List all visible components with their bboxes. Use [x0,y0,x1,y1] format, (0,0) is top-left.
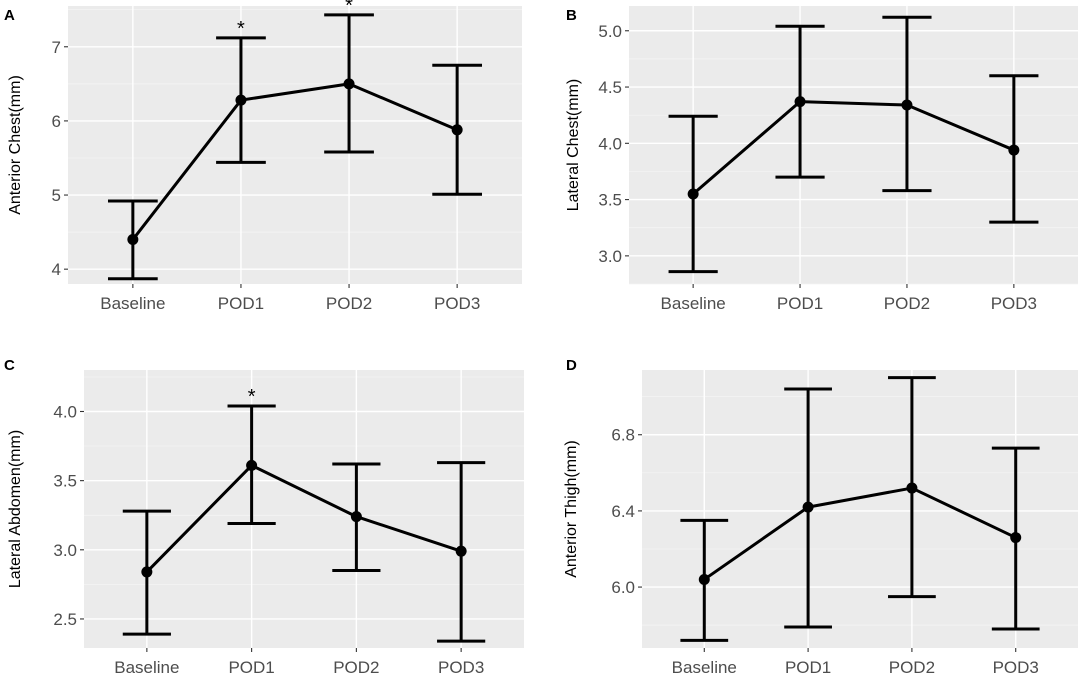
panel-c-data-point [246,459,258,471]
panel-d-x-tick-label: POD2 [889,658,935,677]
panel-a-data-point [127,234,139,246]
panel-c-data-point [455,545,467,557]
panel-d-tag: D [566,357,577,374]
panel-b-x-tick-label: POD1 [777,294,823,313]
panel-d-data-point [906,482,918,494]
panel-a-y-tick-label: 7 [52,38,61,57]
panel-a-series-line [131,82,458,241]
panel-a-data-point [343,78,355,90]
panel-a-x-tick-label: POD1 [218,294,264,313]
panel-a-y-axis-title: Anterior Chest(mm) [7,75,24,215]
panel-a-tag: A [4,7,15,24]
panel-d-data-point [802,501,814,513]
panel-b-y-tick-label: 5.0 [598,22,622,41]
panel-a-background [68,6,522,284]
panel-b-y-tick-label: 4.0 [598,134,622,153]
panel-c-x-tick-label: POD2 [333,658,379,677]
panel-c-x-tick-label: POD1 [228,658,274,677]
panel-a-x-tick-label: Baseline [100,294,165,313]
panel-b-tag: B [566,7,577,24]
panel-b-y-tick-label: 3.5 [598,191,622,210]
panel-a-y-tick-label: 6 [52,112,61,131]
panel-c-y-tick-label: 3.0 [53,541,77,560]
panel-b-data-point [901,99,913,111]
panel-b-x-tick-label: POD3 [991,294,1037,313]
panel-d-data-point [698,573,710,585]
panel-c-series-line [145,463,462,573]
panel-b-y-tick-label: 4.5 [598,78,622,97]
panel-a-data-point [451,124,463,136]
panel-c-y-axis-title: Lateral Abdomen(mm) [7,430,24,588]
panel-d-x-tick-label: POD1 [785,658,831,677]
panel-b-y-tick-label: 3.0 [598,247,622,266]
panel-d-y-tick-label: 6.4 [611,502,635,521]
panel-a-x-tick-label: POD2 [326,294,372,313]
panel-b-background [629,6,1078,284]
panel-c-x-tick-label: POD3 [438,658,484,677]
panel-b-data-point [1008,144,1020,156]
panel-c-y-tick-label: 4.0 [53,402,77,421]
panel-d-y-tick-label: 6.0 [611,578,635,597]
panel-c-significance-marker: * [248,386,256,408]
panel-a-significance-marker: * [237,18,245,40]
panel-c-background [84,370,524,648]
panel-d-y-axis-title: Anterior Thigh(mm) [563,440,580,578]
panel-d-series-line [703,486,1017,581]
panel-a-y-tick-label: 5 [52,186,61,205]
panel-a-y-tick-label: 4 [52,260,61,279]
panel-b-x-tick-label: POD2 [884,294,930,313]
panel-c-y-tick-label: 2.5 [53,610,77,629]
panel-d-x-tick-label: Baseline [672,658,737,677]
panel-d-data-point [1010,532,1022,544]
panel-b-data-point [794,96,806,108]
panel-c-data-point [141,566,153,578]
panel-c-tag: C [4,357,15,374]
panel-b-x-tick-label: Baseline [661,294,726,313]
panel-a-significance-marker: * [345,0,353,17]
panel-b-data-point [687,188,699,200]
panel-b-y-axis-title: Lateral Chest(mm) [565,79,582,211]
panel-d-x-tick-label: POD3 [993,658,1039,677]
panel-c-x-tick-label: Baseline [114,658,179,677]
panel-a-x-tick-label: POD3 [434,294,480,313]
panel-a-data-point [235,94,247,106]
panel-b-series-line [692,100,1015,196]
panel-d-background [642,370,1078,648]
panel-d-y-tick-label: 6.8 [611,426,635,445]
panel-c-data-point [350,511,362,523]
panel-c-y-tick-label: 3.5 [53,472,77,491]
